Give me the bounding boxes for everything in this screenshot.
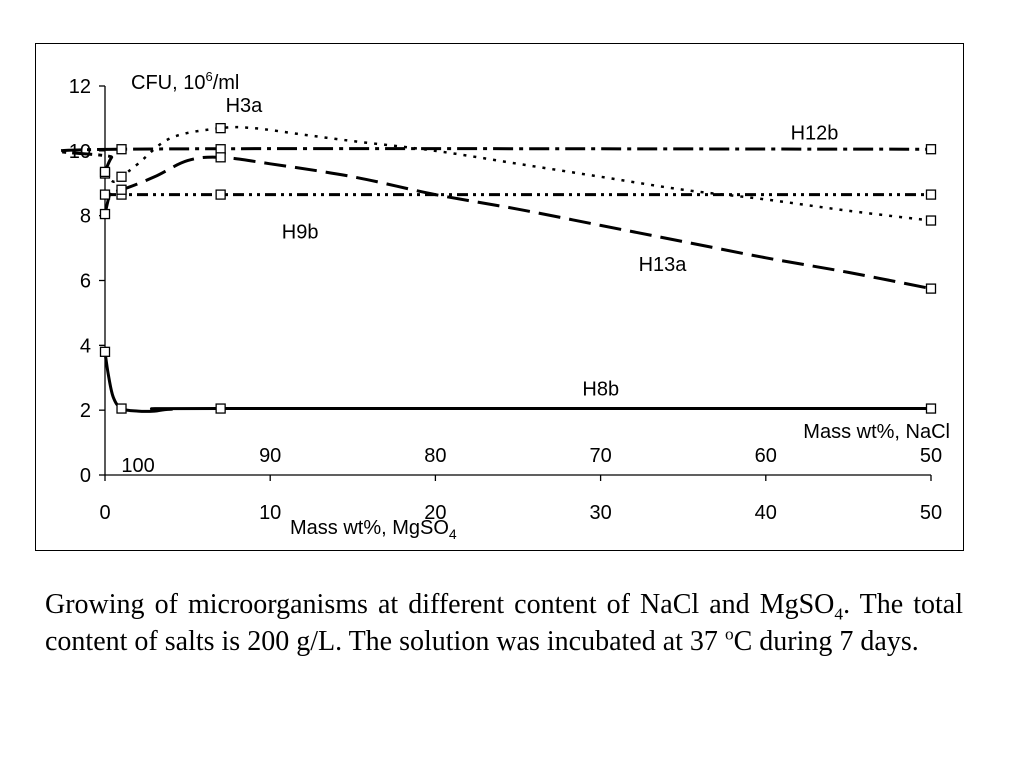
data-point-h3a bbox=[925, 215, 937, 226]
series-label-h9b: H9b bbox=[282, 221, 319, 243]
chart-frame: CFU, 106/ml Mass wt%, MgSO4 Mass wt%, Na… bbox=[35, 43, 964, 551]
x2-tick-label: 50 bbox=[920, 445, 942, 467]
data-point-h3a bbox=[116, 171, 127, 182]
x-axis-title: Mass wt%, MgSO4 bbox=[290, 517, 457, 542]
x-tick-label: 30 bbox=[589, 502, 611, 524]
data-point-h12b bbox=[116, 144, 127, 155]
x2-tick-label: 70 bbox=[589, 445, 611, 467]
label-layer: CFU, 106/ml Mass wt%, MgSO4 Mass wt%, Na… bbox=[69, 69, 950, 542]
axes-layer bbox=[99, 85, 932, 481]
x-tick-label: 20 bbox=[424, 502, 446, 524]
data-point-h13a bbox=[116, 184, 127, 195]
data-point-h9b bbox=[99, 189, 111, 200]
data-point-h12b bbox=[925, 144, 937, 155]
x-tick-label: 10 bbox=[259, 502, 281, 524]
data-point-h12b bbox=[99, 166, 111, 178]
series-layer bbox=[57, 122, 937, 414]
data-point-h8b bbox=[99, 346, 111, 357]
series-label-h12b: H12b bbox=[791, 122, 839, 144]
data-point-h9b bbox=[925, 189, 937, 200]
x2-tick-label: 80 bbox=[424, 445, 446, 467]
y-tick-label: 10 bbox=[69, 141, 91, 163]
x-tick-label: 50 bbox=[920, 502, 942, 524]
x-tick-label: 40 bbox=[755, 502, 777, 524]
chart: CFU, 106/ml Mass wt%, MgSO4 Mass wt%, Na… bbox=[57, 69, 950, 542]
series-line-h12b bbox=[57, 147, 932, 173]
y-tick-label: 2 bbox=[80, 400, 91, 422]
x2-axis-title: Mass wt%, NaCl bbox=[803, 421, 950, 443]
x2-tick-label: 60 bbox=[755, 445, 777, 467]
x2-tick-label: 90 bbox=[259, 445, 281, 467]
series-label-h3a: H3a bbox=[226, 95, 264, 117]
data-point-h13a bbox=[215, 152, 226, 163]
y-tick-label: 12 bbox=[69, 76, 91, 98]
data-point-h3a bbox=[215, 122, 226, 134]
data-point-h13a bbox=[99, 208, 111, 220]
data-point-h8b bbox=[116, 403, 127, 414]
series-label-h8b: H8b bbox=[582, 379, 619, 401]
series-line-h8b bbox=[103, 351, 932, 413]
y-tick-label: 6 bbox=[80, 271, 91, 293]
figure-caption: Growing of microorganisms at different c… bbox=[45, 589, 963, 657]
data-point-h8b bbox=[925, 403, 937, 414]
y-axis-title: CFU, 106/ml bbox=[131, 69, 239, 94]
x2-tick-label: 100 bbox=[121, 455, 154, 477]
series-line-h13a bbox=[103, 155, 932, 291]
data-point-h9b bbox=[215, 189, 226, 200]
data-point-h13a bbox=[925, 283, 937, 294]
x-tick-label: 0 bbox=[99, 502, 110, 524]
y-tick-label: 8 bbox=[80, 206, 91, 228]
y-tick-label: 0 bbox=[80, 465, 91, 487]
series-label-h13a: H13a bbox=[639, 254, 688, 276]
y-tick-label: 4 bbox=[80, 335, 91, 357]
data-point-h8b bbox=[215, 403, 226, 414]
